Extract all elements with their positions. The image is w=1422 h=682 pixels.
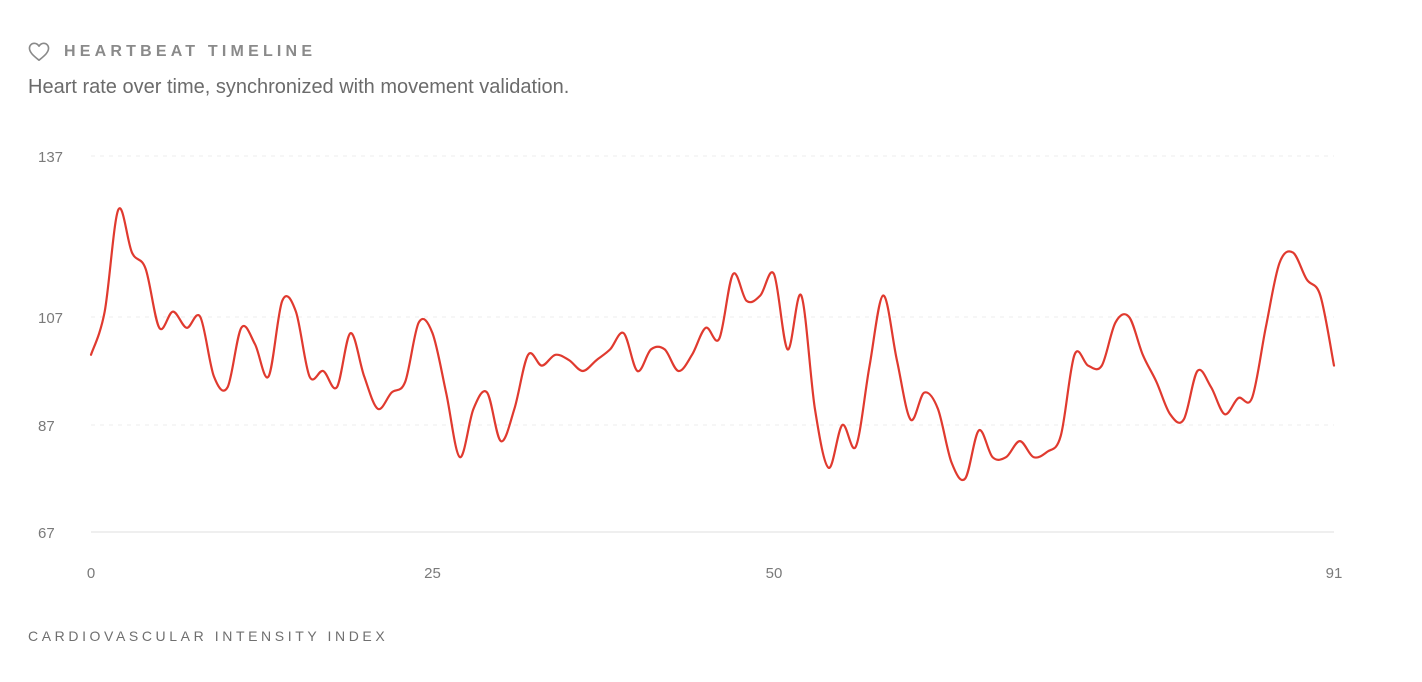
x-tick-label: 91	[1326, 565, 1343, 582]
y-tick-label: 67	[38, 525, 55, 542]
chart-header: HEARTBEAT TIMELINE	[28, 42, 316, 62]
x-tick-label: 25	[424, 565, 441, 582]
x-tick-label: 0	[87, 565, 95, 582]
y-tick-label: 107	[38, 310, 63, 327]
heart-icon	[28, 42, 50, 62]
chart-title: HEARTBEAT TIMELINE	[64, 43, 317, 60]
y-tick-label: 137	[38, 149, 63, 166]
x-tick-label: 50	[766, 565, 783, 582]
heart-rate-line	[89, 207, 1336, 482]
chart-subtitle: Heart rate over time, synchronized with …	[28, 76, 570, 98]
y-tick-label: 87	[38, 418, 55, 435]
intensity-index-label: CARDIOVASCULAR INTENSITY INDEX	[28, 628, 389, 644]
